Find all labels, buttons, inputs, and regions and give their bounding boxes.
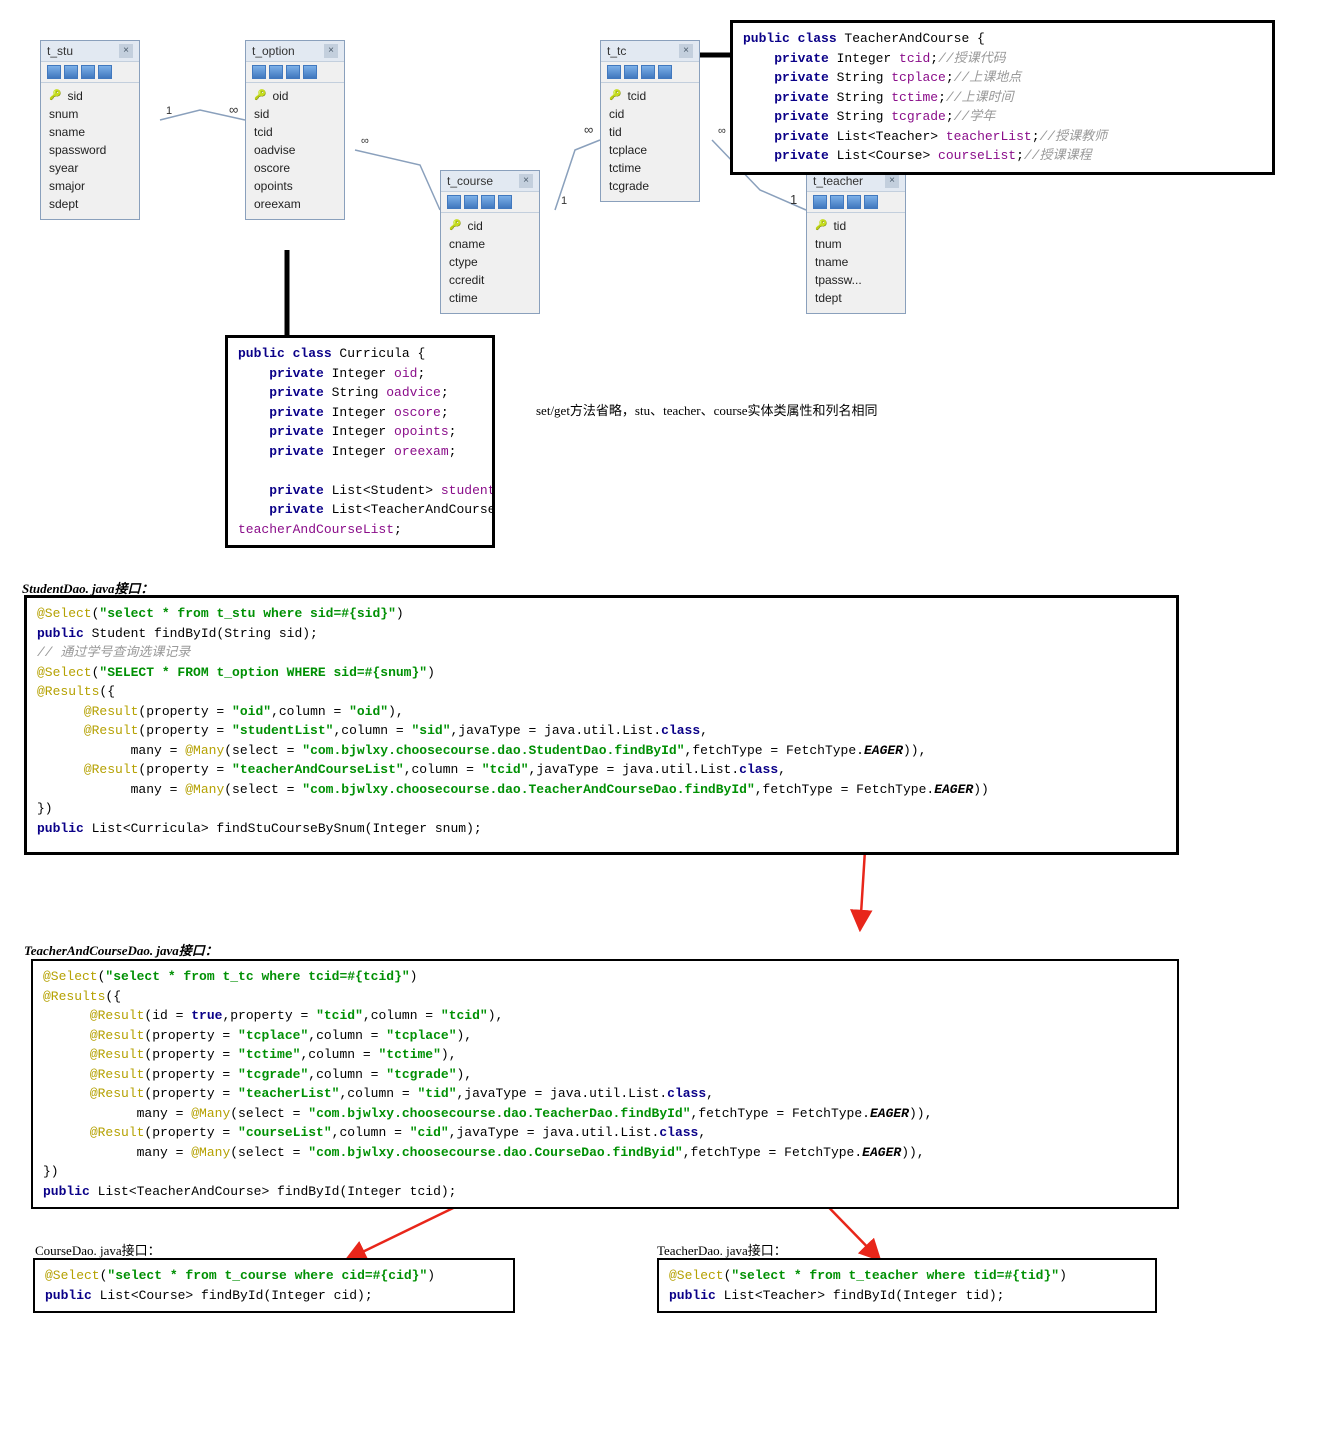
svg-text:∞: ∞ xyxy=(584,122,593,137)
note-setget: set/get方法省略，stu、teacher、course实体类属性和列名相同 xyxy=(536,400,878,419)
svg-text:∞: ∞ xyxy=(361,135,369,147)
table-toolbar-icon xyxy=(286,65,300,79)
code-curricula: public class Curricula { private Integer… xyxy=(225,335,495,548)
svg-text:∞: ∞ xyxy=(718,125,726,137)
column-tcid: tcid xyxy=(609,87,691,105)
column-oscore: oscore xyxy=(254,159,336,177)
column-tid: tid xyxy=(815,217,897,235)
table-title: t_teacher xyxy=(813,174,863,188)
column-cid: cid xyxy=(449,217,531,235)
table-t_stu: t_stu × sidsnumsnamespasswordsyearsmajorsd… xyxy=(40,40,140,220)
table-toolbar-icon xyxy=(847,195,861,209)
column-tid: tid xyxy=(609,123,691,141)
column-opoints: opoints xyxy=(254,177,336,195)
code-student-dao: @Select("select * from t_stu where sid=#… xyxy=(24,595,1179,855)
column-tname: tname xyxy=(815,253,897,271)
svg-text:1: 1 xyxy=(790,192,797,207)
column-tpassw...: tpassw... xyxy=(815,271,897,289)
table-title: t_option xyxy=(252,44,295,58)
section-student-dao: StudentDao. java接口： xyxy=(22,578,153,597)
table-toolbar-icon xyxy=(607,65,621,79)
table-toolbar-icon xyxy=(830,195,844,209)
code-teacher-and-course: public class TeacherAndCourse { private … xyxy=(730,20,1275,175)
table-toolbar-icon xyxy=(641,65,655,79)
close-icon: × xyxy=(119,44,133,58)
column-snum: snum xyxy=(49,105,131,123)
section-teacher-dao: TeacherDao. java接口： xyxy=(657,1240,787,1259)
section-course-dao: CourseDao. java接口： xyxy=(35,1240,161,1259)
column-oreexam: oreexam xyxy=(254,195,336,213)
column-sid: sid xyxy=(254,105,336,123)
table-toolbar-icon xyxy=(47,65,61,79)
close-icon: × xyxy=(679,44,693,58)
table-t_course: t_course × cidcnamectypeccreditctime xyxy=(440,170,540,314)
column-tcid: tcid xyxy=(254,123,336,141)
table-toolbar-icon xyxy=(303,65,317,79)
column-oadvise: oadvise xyxy=(254,141,336,159)
code-tc-dao: @Select("select * from t_tc where tcid=#… xyxy=(31,959,1179,1209)
table-toolbar-icon xyxy=(624,65,638,79)
column-ctime: ctime xyxy=(449,289,531,307)
table-toolbar-icon xyxy=(498,195,512,209)
table-toolbar-icon xyxy=(813,195,827,209)
column-sdept: sdept xyxy=(49,195,131,213)
table-toolbar-icon xyxy=(64,65,78,79)
code-teacher-dao: @Select("select * from t_teacher where t… xyxy=(657,1258,1157,1313)
close-icon: × xyxy=(324,44,338,58)
table-t_option: t_option × oidsidtcidoadviseoscoreopointso… xyxy=(245,40,345,220)
code-course-dao: @Select("select * from t_course where ci… xyxy=(33,1258,515,1313)
svg-text:1: 1 xyxy=(166,105,172,117)
table-toolbar-icon xyxy=(447,195,461,209)
table-toolbar-icon xyxy=(252,65,266,79)
column-tcgrade: tcgrade xyxy=(609,177,691,195)
column-tnum: tnum xyxy=(815,235,897,253)
column-sname: sname xyxy=(49,123,131,141)
column-smajor: smajor xyxy=(49,177,131,195)
column-ctype: ctype xyxy=(449,253,531,271)
table-toolbar-icon xyxy=(481,195,495,209)
svg-text:∞: ∞ xyxy=(229,102,238,117)
close-icon: × xyxy=(519,174,533,188)
table-toolbar-icon xyxy=(864,195,878,209)
table-title: t_stu xyxy=(47,44,73,58)
table-toolbar-icon xyxy=(269,65,283,79)
section-tc-dao: TeacherAndCourseDao. java接口： xyxy=(24,940,218,959)
table-toolbar-icon xyxy=(658,65,672,79)
column-cname: cname xyxy=(449,235,531,253)
table-t_tc: t_tc × tcidcidtidtcplacetctimetcgrade xyxy=(600,40,700,202)
table-toolbar-icon xyxy=(81,65,95,79)
column-tcplace: tcplace xyxy=(609,141,691,159)
table-title: t_tc xyxy=(607,44,626,58)
column-syear: syear xyxy=(49,159,131,177)
column-tdept: tdept xyxy=(815,289,897,307)
table-title: t_course xyxy=(447,174,493,188)
close-icon: × xyxy=(885,174,899,188)
column-tctime: tctime xyxy=(609,159,691,177)
column-oid: oid xyxy=(254,87,336,105)
table-toolbar-icon xyxy=(464,195,478,209)
table-toolbar-icon xyxy=(98,65,112,79)
column-sid: sid xyxy=(49,87,131,105)
column-cid: cid xyxy=(609,105,691,123)
column-ccredit: ccredit xyxy=(449,271,531,289)
column-spassword: spassword xyxy=(49,141,131,159)
table-t_teacher: t_teacher × tidtnumtnametpassw...tdept xyxy=(806,170,906,314)
svg-text:1: 1 xyxy=(561,195,567,207)
